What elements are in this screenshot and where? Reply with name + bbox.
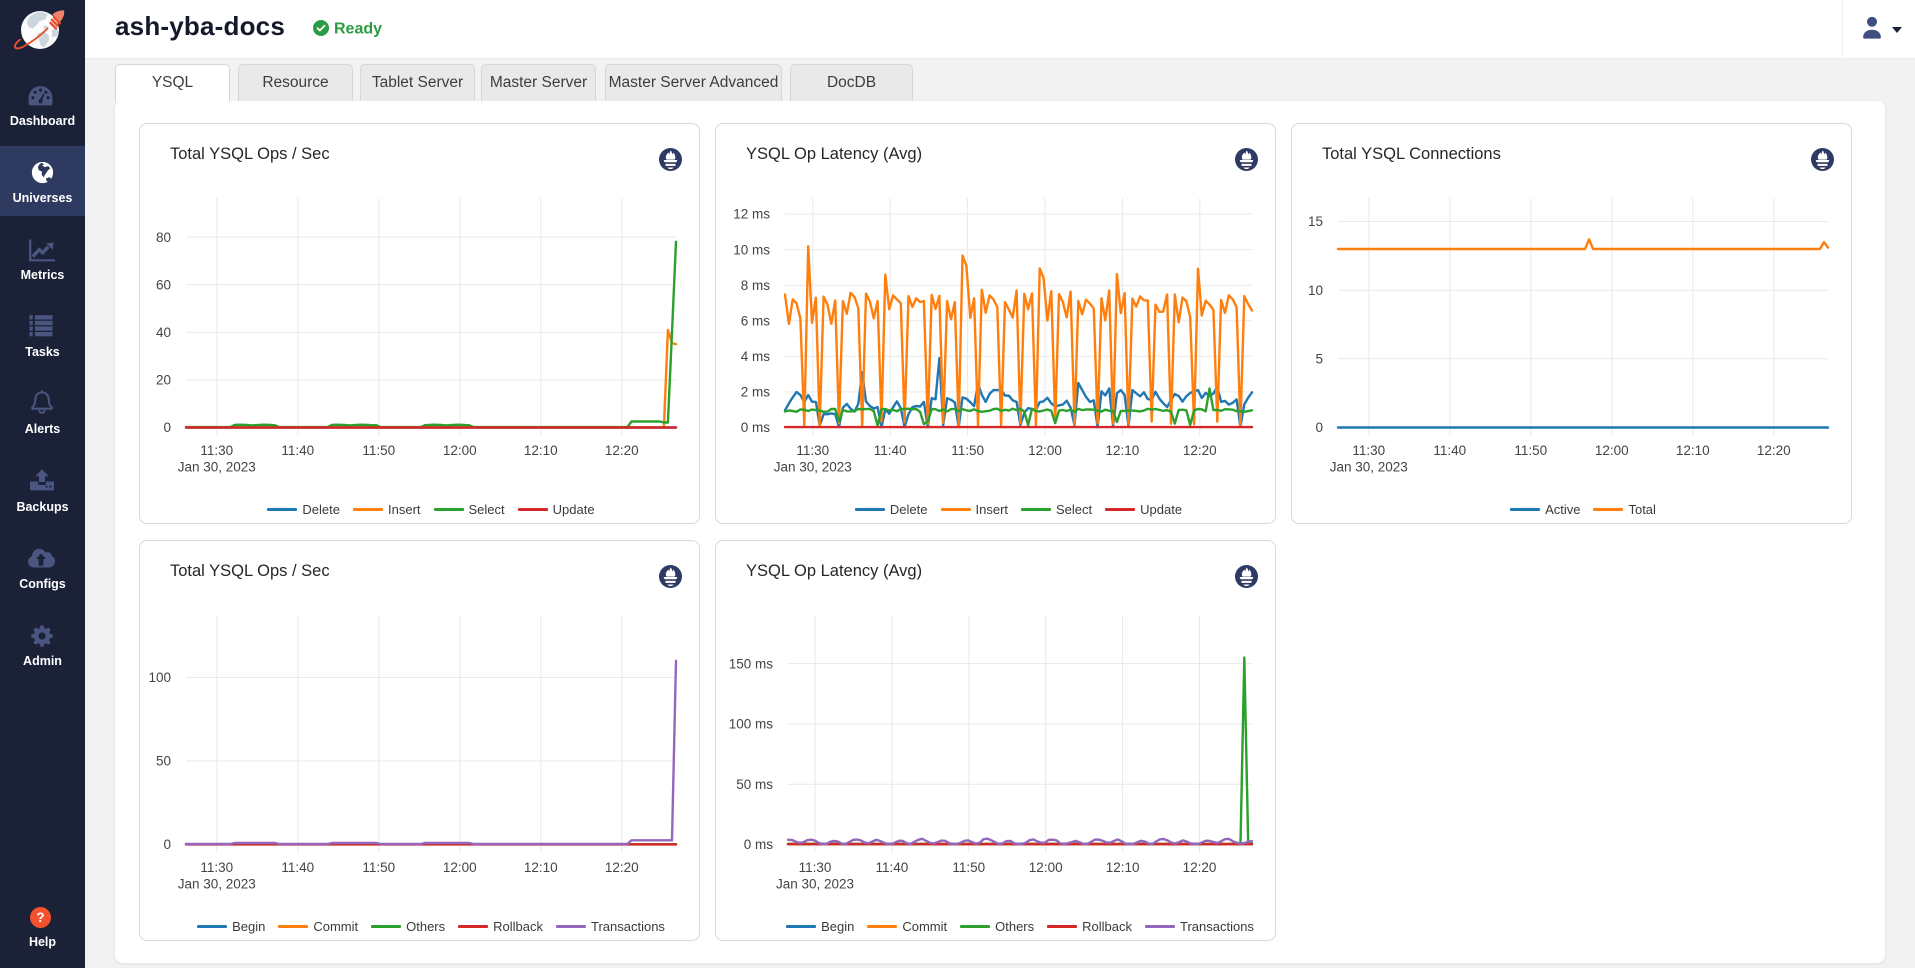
svg-text:?: ? bbox=[36, 910, 44, 925]
